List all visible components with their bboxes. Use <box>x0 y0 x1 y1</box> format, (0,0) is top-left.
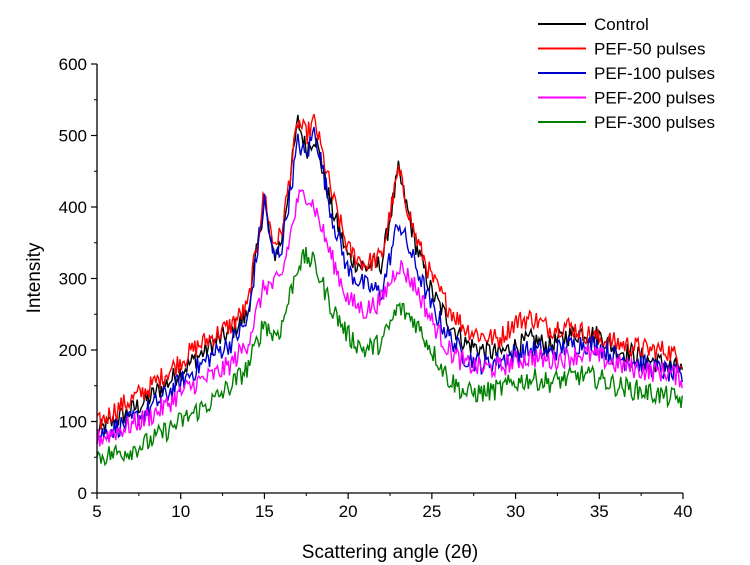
x-tick-label: 25 <box>422 502 441 521</box>
x-tick-label: 15 <box>255 502 274 521</box>
series-line-3 <box>96 188 683 447</box>
y-tick-label: 300 <box>59 270 87 289</box>
y-tick-label: 0 <box>78 484 87 503</box>
legend-label: PEF-100 pulses <box>594 64 715 83</box>
series-layer <box>96 113 683 467</box>
x-tick-label: 35 <box>590 502 609 521</box>
y-tick-label: 400 <box>59 198 87 217</box>
y-tick-label: 600 <box>59 55 87 74</box>
legend-label: Control <box>594 15 649 34</box>
x-tick-label: 30 <box>506 502 525 521</box>
series-line-0 <box>96 114 683 436</box>
legend-label: PEF-50 pulses <box>594 40 706 59</box>
y-tick-label: 100 <box>59 413 87 432</box>
x-tick-label: 10 <box>171 502 190 521</box>
legend-label: PEF-200 pulses <box>594 89 715 108</box>
x-tick-label: 5 <box>92 502 101 521</box>
x-tick-label: 40 <box>674 502 693 521</box>
legend-label: PEF-300 pulses <box>594 113 715 132</box>
legend: Control PEF-50 pulses PEF-100 pulses PEF-20… <box>538 15 715 132</box>
x-tick-label: 20 <box>339 502 358 521</box>
x-axis-title: Scattering angle (2θ) <box>302 542 478 563</box>
y-axis-title: Intensity <box>24 242 45 313</box>
y-tick-label: 500 <box>59 127 87 146</box>
y-tick-label: 200 <box>59 341 87 360</box>
series-line-4 <box>96 247 683 467</box>
series-line-1 <box>96 113 683 430</box>
